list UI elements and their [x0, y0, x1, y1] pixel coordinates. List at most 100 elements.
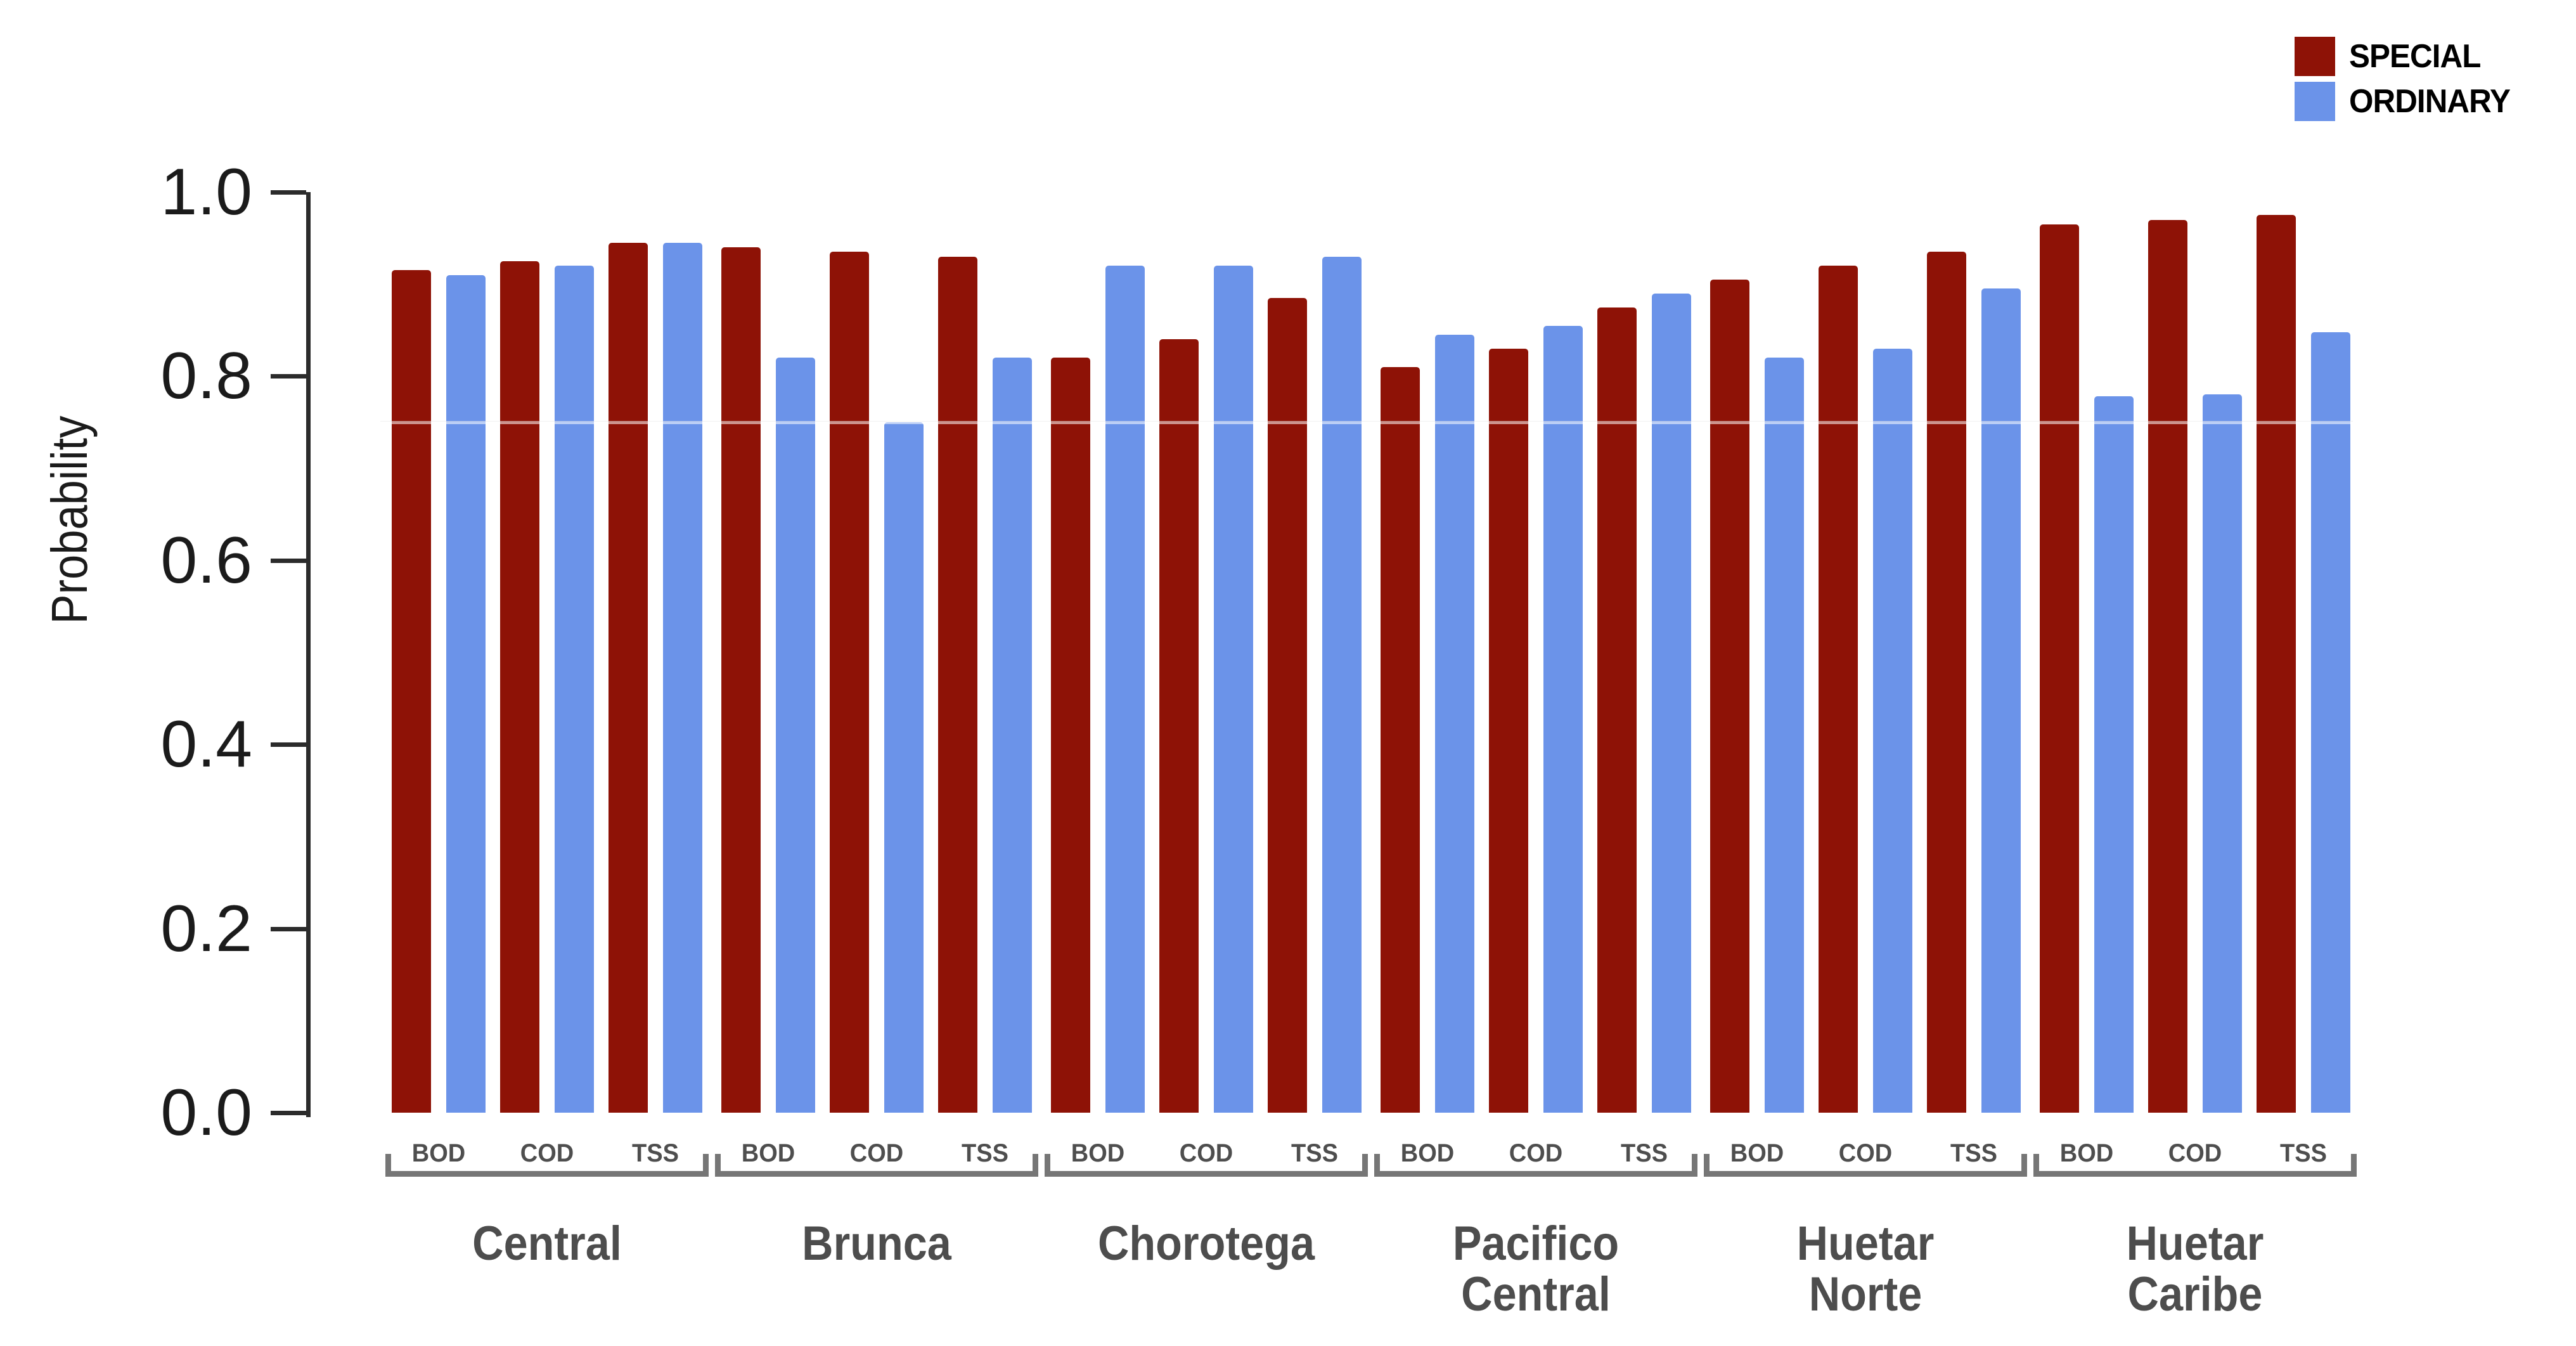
bar-ordinary	[2203, 394, 2242, 1113]
group-bracket	[385, 1171, 709, 1177]
legend-item-ordinary: ORDINARY	[2295, 82, 2518, 121]
y-tick-label: 0.8	[160, 339, 252, 413]
analyte-label: TSS	[2280, 1139, 2327, 1167]
region-label-line: Caribe	[2127, 1267, 2263, 1321]
analyte-label: TSS	[1950, 1139, 1997, 1167]
bar-special	[500, 261, 539, 1113]
region-label: Pacifico Central	[1365, 1219, 1707, 1320]
y-tick-label: 0.4	[160, 708, 252, 782]
bar-special	[938, 256, 977, 1113]
group-bracket-right-tick	[1362, 1154, 1368, 1177]
analyte-label: BOD	[411, 1139, 466, 1167]
region-label-line: Brunca	[802, 1217, 951, 1271]
group-bracket-right-tick	[703, 1154, 709, 1177]
y-tick-label: 1.0	[160, 155, 252, 229]
bar-ordinary	[884, 422, 924, 1113]
legend-label-special: SPECIAL	[2349, 38, 2481, 75]
analyte-label: COD	[849, 1139, 904, 1167]
region-label-line: Central	[472, 1217, 622, 1271]
region-label: Chorotega	[1035, 1219, 1377, 1269]
group-bracket	[2033, 1171, 2357, 1177]
bar-ordinary	[1214, 266, 1253, 1113]
region-label-line: Huetar	[1796, 1217, 1935, 1271]
bar-ordinary	[1981, 288, 2021, 1113]
analyte-label: COD	[520, 1139, 574, 1167]
group-bracket-left-tick	[1045, 1154, 1050, 1177]
y-axis-tick	[271, 374, 306, 379]
analyte-label: TSS	[632, 1139, 679, 1167]
bar-special	[2148, 219, 2187, 1113]
y-tick-label: 0.6	[160, 523, 252, 597]
analyte-label: COD	[1509, 1139, 1563, 1167]
y-tick-label: 0.0	[160, 1076, 252, 1149]
y-axis-tick	[271, 742, 306, 747]
analyte-label: BOD	[1071, 1139, 1125, 1167]
reference-line	[380, 421, 2353, 424]
y-axis-tick	[271, 558, 306, 563]
group-bracket-left-tick	[385, 1154, 391, 1177]
region-label: Huetar Caribe	[2024, 1219, 2366, 1320]
bar-ordinary	[1873, 348, 1912, 1113]
region-label-line: Norte	[1808, 1267, 1922, 1321]
bar-special	[721, 247, 761, 1113]
legend-label-ordinary: ORDINARY	[2349, 83, 2511, 120]
y-tick-label: 0.2	[160, 891, 252, 966]
y-axis-tick	[271, 190, 306, 195]
group-bracket	[1374, 1171, 1697, 1177]
bar-ordinary	[663, 242, 702, 1113]
group-bracket-right-tick	[1692, 1154, 1697, 1177]
bar-special	[1159, 339, 1199, 1113]
y-axis-title: Probability	[41, 415, 98, 624]
region-label-line: Chorotega	[1098, 1217, 1315, 1271]
bar-ordinary	[776, 358, 815, 1113]
group-bracket-left-tick	[2033, 1154, 2039, 1177]
y-axis-tick	[271, 1111, 306, 1115]
group-bracket-right-tick	[2351, 1154, 2357, 1177]
bar-ordinary	[1105, 266, 1145, 1113]
analyte-label: TSS	[962, 1139, 1008, 1167]
bar-special	[1051, 358, 1090, 1113]
bar-ordinary	[1322, 256, 1362, 1113]
analyte-label: TSS	[1291, 1139, 1338, 1167]
legend-swatch-special-icon	[2295, 37, 2335, 76]
analyte-label: COD	[1179, 1139, 1233, 1167]
bar-ordinary	[1765, 358, 1804, 1113]
y-axis-line	[306, 192, 311, 1117]
group-bracket-right-tick	[2021, 1154, 2027, 1177]
bar-special	[1597, 307, 1637, 1113]
analyte-label: BOD	[741, 1139, 795, 1167]
legend-swatch-ordinary-icon	[2295, 82, 2335, 121]
analyte-label: COD	[2168, 1139, 2222, 1167]
bar-ordinary	[1652, 293, 1691, 1113]
group-bracket-left-tick	[1374, 1154, 1380, 1177]
legend: SPECIAL ORDINARY	[2295, 37, 2518, 127]
analyte-label: BOD	[1400, 1139, 1455, 1167]
group-bracket	[715, 1171, 1038, 1177]
bar-ordinary	[2094, 396, 2134, 1113]
bar-special	[2257, 215, 2296, 1113]
bar-ordinary	[555, 266, 594, 1113]
group-bracket	[1704, 1171, 2027, 1177]
bar-special	[1819, 266, 1858, 1113]
region-label-line: Central	[1461, 1267, 1611, 1321]
region-label: Central	[376, 1219, 718, 1269]
group-bracket	[1045, 1171, 1368, 1177]
bar-special	[609, 242, 648, 1113]
bar-ordinary	[2311, 332, 2350, 1113]
bar-special	[392, 270, 431, 1113]
region-label-line: Huetar	[2126, 1217, 2264, 1271]
analyte-label: BOD	[2059, 1139, 2114, 1167]
group-bracket-left-tick	[1704, 1154, 1710, 1177]
bar-special	[830, 252, 869, 1113]
legend-item-special: SPECIAL	[2295, 37, 2518, 76]
bar-special	[1927, 252, 1966, 1113]
group-bracket-right-tick	[1033, 1154, 1038, 1177]
bar-special	[1489, 348, 1528, 1113]
analyte-label: BOD	[1730, 1139, 1784, 1167]
bar-special	[1268, 297, 1307, 1113]
bar-ordinary	[446, 275, 486, 1113]
region-label-line: Pacifico	[1452, 1217, 1620, 1271]
region-label: Brunca	[705, 1219, 1048, 1269]
analyte-label: COD	[1838, 1139, 1893, 1167]
